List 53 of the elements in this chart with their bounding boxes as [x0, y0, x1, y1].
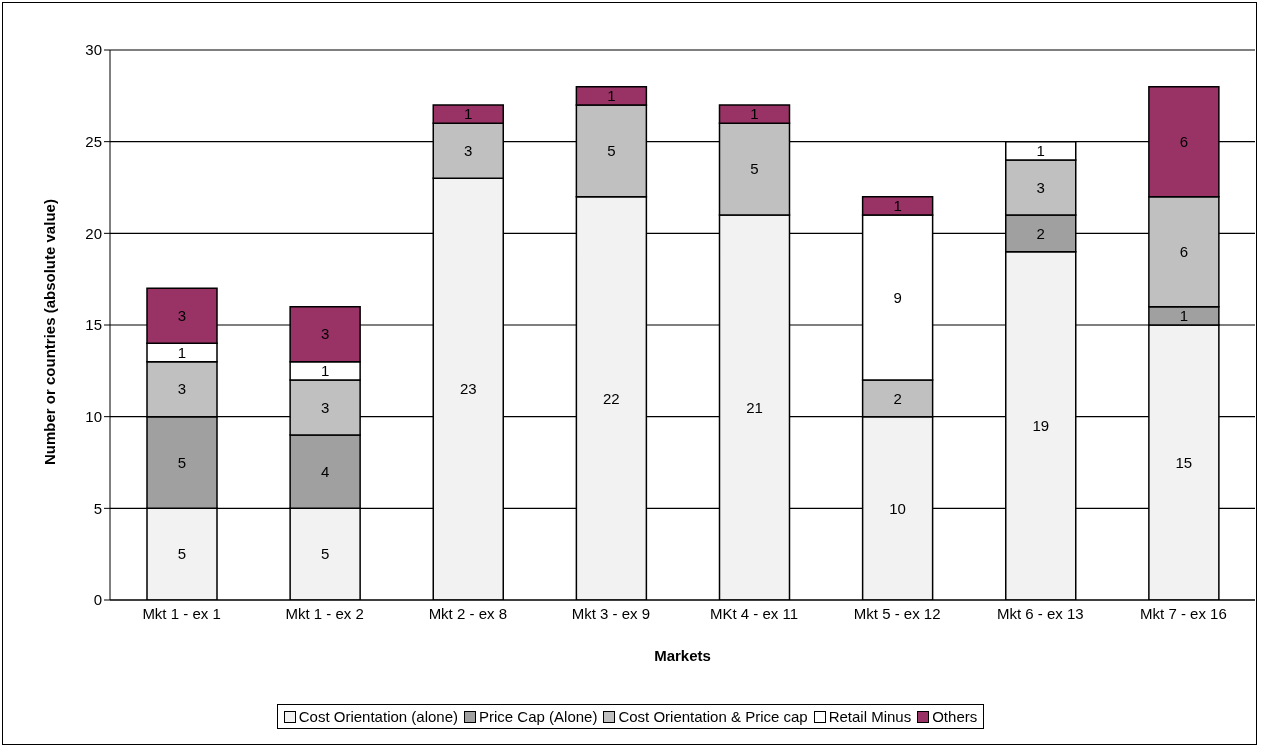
- data-label: 10: [889, 499, 906, 517]
- data-label: 3: [1036, 178, 1045, 196]
- x-tick-label: Mkt 3 - ex 9: [571, 604, 651, 622]
- data-label: 5: [177, 453, 187, 471]
- y-tick-label: 10: [85, 407, 102, 425]
- legend-label: Cost Orientation (alone): [298, 708, 459, 725]
- data-label: 3: [177, 307, 187, 325]
- data-label: 2: [893, 389, 902, 407]
- data-label: 1: [464, 105, 473, 123]
- data-label: 9: [893, 288, 902, 306]
- y-axis-title: Number or countries (absolute value): [41, 199, 59, 465]
- data-label: 1: [1036, 142, 1045, 160]
- y-tick-label: 15: [85, 316, 102, 334]
- x-tick-label: MKt 4 - ex 11: [710, 604, 799, 622]
- data-label: 1: [1179, 307, 1189, 325]
- legend-label: Price Cap (Alone): [479, 708, 598, 725]
- x-tick-label: Mkt 5 - ex 12: [853, 604, 941, 622]
- data-label: 6: [1179, 242, 1189, 260]
- legend-label: Others: [932, 708, 978, 725]
- x-tick-label: Mkt 1 - ex 1: [142, 604, 221, 622]
- data-label: 4: [320, 462, 330, 480]
- x-tick-label: Mkt 2 - ex 8: [428, 604, 507, 622]
- data-label: 3: [320, 398, 330, 416]
- data-label: 5: [177, 545, 187, 563]
- data-label: 19: [1032, 417, 1050, 435]
- data-label: 1: [177, 343, 187, 361]
- y-tick-label: 20: [85, 224, 102, 242]
- data-label: 22: [603, 389, 620, 407]
- data-label: 5: [607, 142, 616, 160]
- data-label: 3: [177, 380, 187, 398]
- data-label: 1: [607, 87, 616, 105]
- data-label: 1: [320, 362, 330, 380]
- x-tick-label: Mkt 6 - ex 13: [996, 604, 1084, 622]
- data-label: 23: [459, 380, 477, 398]
- data-label: 3: [464, 142, 473, 160]
- y-tick-label: 0: [93, 591, 102, 609]
- x-tick-label: Mkt 7 - ex 16: [1140, 604, 1227, 622]
- legend-label: Retail Minus: [828, 708, 912, 725]
- data-label: 15: [1175, 453, 1193, 471]
- data-label: 3: [320, 325, 330, 343]
- data-label: 1: [893, 197, 902, 215]
- data-label: 6: [1179, 132, 1189, 150]
- data-label: 21: [746, 398, 763, 416]
- y-tick-label: 30: [85, 41, 102, 59]
- x-tick-label: Mkt 1 - ex 2: [285, 604, 364, 622]
- y-tick-label: 5: [93, 499, 102, 517]
- data-label: 2: [1036, 224, 1045, 242]
- data-label: 5: [320, 545, 330, 563]
- y-tick-label: 25: [85, 132, 102, 150]
- data-label: 5: [750, 160, 759, 178]
- data-label: 1: [750, 105, 759, 123]
- legend-label: Cost Orientation & Price cap: [618, 708, 808, 725]
- x-axis-title: Markets: [654, 647, 711, 664]
